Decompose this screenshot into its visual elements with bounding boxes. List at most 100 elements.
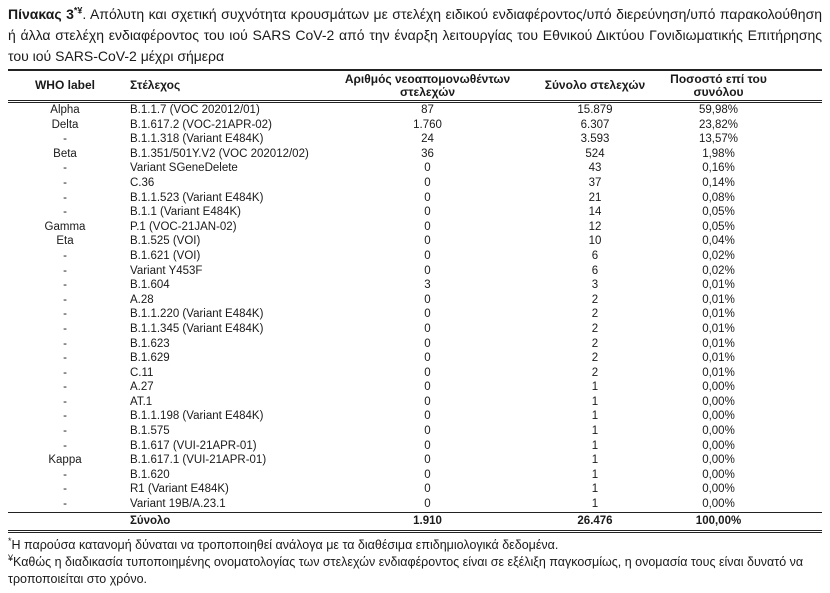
total-strains-cell: 37 xyxy=(588,176,602,189)
new-isolates-cell: 0 xyxy=(424,220,431,233)
strain-cell: B.1.604 xyxy=(130,279,170,292)
caption-footnote-marker: *¥ xyxy=(73,5,83,16)
table-row: Delta B.1.617.2 (VOC-21APR-02) 1.760 6.307 2… xyxy=(8,118,822,133)
percent-cell: 0,01% xyxy=(702,352,735,365)
who-label-cell: - xyxy=(63,206,67,219)
percent-cell: 0,00% xyxy=(702,381,735,394)
table-row: - AT.1 0 1 0,00% xyxy=(8,395,822,410)
who-label-cell: Delta xyxy=(51,118,79,131)
strain-cell: B.1.1.523 (Variant E484K) xyxy=(130,191,264,204)
variants-table: WHO label Στέλεχος Αριθμός νεοαπομονωθέν… xyxy=(8,69,822,533)
new-isolates-cell: 0 xyxy=(424,439,431,452)
table-row: - R1 (Variant E484K) 0 1 0,00% xyxy=(8,482,822,497)
footnote-1-text: Η παρούσα κατανομή δύναται να τροποποιηθ… xyxy=(11,537,559,552)
new-isolates-cell: 0 xyxy=(424,483,431,496)
who-label-cell: - xyxy=(63,293,67,306)
table-row: - C.36 0 37 0,14% xyxy=(8,176,822,191)
total-strains-cell: 15.879 xyxy=(577,104,613,116)
who-label-cell: - xyxy=(63,308,67,321)
who-label-cell: - xyxy=(63,176,67,189)
table-body: Alpha B.1.1.7 (VOC 202012/01) 87 15.879 59,9… xyxy=(8,102,822,513)
who-label-cell: - xyxy=(63,162,67,175)
new-isolates-cell: 3 xyxy=(424,279,431,292)
new-isolates-cell: 36 xyxy=(421,147,434,160)
total-strains-cell: 26.476 xyxy=(520,511,670,533)
strain-cell: B.1.1 (Variant E484K) xyxy=(130,206,242,219)
footnote-epidemiological: *Η παρούσα κατανομή δύναται να τροποποιη… xyxy=(8,535,822,554)
total-strains-cell: 2 xyxy=(591,337,599,350)
total-empty-cell xyxy=(8,511,122,533)
percent-cell: 0,02% xyxy=(702,264,735,277)
strain-cell: B.1.1.318 (Variant E484K) xyxy=(130,133,264,146)
strain-cell: B.1.629 xyxy=(130,352,170,365)
percent-cell: 59,98% xyxy=(698,104,738,116)
new-isolates-cell: 0 xyxy=(424,366,431,379)
strain-cell: B.1.1.345 (Variant E484K) xyxy=(130,322,264,335)
footnote-1-marker: * xyxy=(8,535,12,546)
who-label-cell: - xyxy=(63,264,67,277)
table-row: - B.1.620 0 1 0,00% xyxy=(8,468,822,483)
percent-cell: 0,05% xyxy=(702,206,735,219)
col-header-percent: Ποσοστό επί του συνόλου xyxy=(670,70,822,103)
total-strains-cell: 21 xyxy=(588,191,602,204)
new-isolates-cell: 87 xyxy=(421,104,434,116)
who-label-cell: - xyxy=(63,191,67,204)
strain-cell: C.11 xyxy=(130,366,154,379)
strain-cell: A.28 xyxy=(130,293,154,306)
total-strains-cell: 2 xyxy=(591,352,599,365)
new-isolates-cell: 0 xyxy=(424,337,431,350)
percent-cell: 0,00% xyxy=(702,498,735,511)
new-isolates-cell: 1.760 xyxy=(413,118,442,131)
strain-cell: B.1.1.7 (VOC 202012/01) xyxy=(130,104,260,116)
total-strains-cell: 2 xyxy=(591,293,599,306)
table-row: - Variant SGeneDelete 0 43 0,16% xyxy=(8,161,822,176)
total-strains-cell: 43 xyxy=(588,162,602,175)
percent-cell: 0,00% xyxy=(702,468,735,481)
who-label-cell: - xyxy=(63,366,67,379)
percent-cell: 0,08% xyxy=(702,191,735,204)
percent-cell: 0,01% xyxy=(702,366,735,379)
percent-cell: 0,01% xyxy=(702,322,735,335)
total-strains-cell: 1 xyxy=(591,381,599,394)
who-label-cell: - xyxy=(63,279,67,292)
total-label-cell: Σύνολο xyxy=(122,511,335,533)
who-label-cell: Kappa xyxy=(48,454,82,467)
percent-cell: 0,02% xyxy=(702,249,735,262)
percent-cell: 13,57% xyxy=(698,133,738,146)
new-isolates-cell: 0 xyxy=(424,206,431,219)
who-label-cell: - xyxy=(63,468,67,481)
who-label-cell: - xyxy=(63,337,67,350)
table-row: - Variant 19B/A.23.1 0 1 0,00% xyxy=(8,497,822,512)
table-row: - B.1.1.198 (Variant E484K) 0 1 0,00% xyxy=(8,409,822,424)
table-header: WHO label Στέλεχος Αριθμός νεοαπομονωθέν… xyxy=(8,70,822,103)
new-isolates-cell: 0 xyxy=(424,308,431,321)
strain-cell: B.1.575 xyxy=(130,425,170,438)
table-row: - A.27 0 1 0,00% xyxy=(8,380,822,395)
percent-cell: 0,00% xyxy=(702,425,735,438)
strain-cell: B.1.621 (VOI) xyxy=(130,249,201,262)
total-strains-cell: 14 xyxy=(588,206,602,219)
table-row: - C.11 0 2 0,01% xyxy=(8,366,822,381)
who-label-cell: - xyxy=(63,322,67,335)
who-label-cell: Eta xyxy=(56,235,74,248)
col-header-total-strains: Σύνολο στελεχών xyxy=(520,70,670,103)
strain-cell: Variant 19B/A.23.1 xyxy=(130,498,226,511)
footnote-2-marker: ¥ xyxy=(8,552,14,563)
table-row: - B.1.1.220 (Variant E484K) 0 2 0,01% xyxy=(8,307,822,322)
strain-cell: B.1.623 xyxy=(130,337,170,350)
total-strains-cell: 6 xyxy=(591,249,599,262)
col-header-strain: Στέλεχος xyxy=(122,70,335,103)
strain-cell: B.1.617.2 (VOC-21APR-02) xyxy=(130,118,272,131)
total-row: Σύνολο 1.910 26.476 100,00% xyxy=(8,511,822,533)
table-row: - B.1.1 (Variant E484K) 0 14 0,05% xyxy=(8,205,822,220)
table-row: Alpha B.1.1.7 (VOC 202012/01) 87 15.879 59,9… xyxy=(8,102,822,118)
new-isolates-cell: 0 xyxy=(424,191,431,204)
total-strains-cell: 3.593 xyxy=(580,133,610,146)
total-strains-cell: 12 xyxy=(588,220,602,233)
who-label-cell: - xyxy=(63,133,67,146)
footnote-2-text: Καθώς η διαδικασία τυποποιημένης ονοματο… xyxy=(8,554,804,586)
table-row: Gamma P.1 (VOC-21JAN-02) 0 12 0,05% xyxy=(8,220,822,235)
percent-cell: 0,16% xyxy=(702,162,735,175)
total-strains-cell: 524 xyxy=(585,147,605,160)
